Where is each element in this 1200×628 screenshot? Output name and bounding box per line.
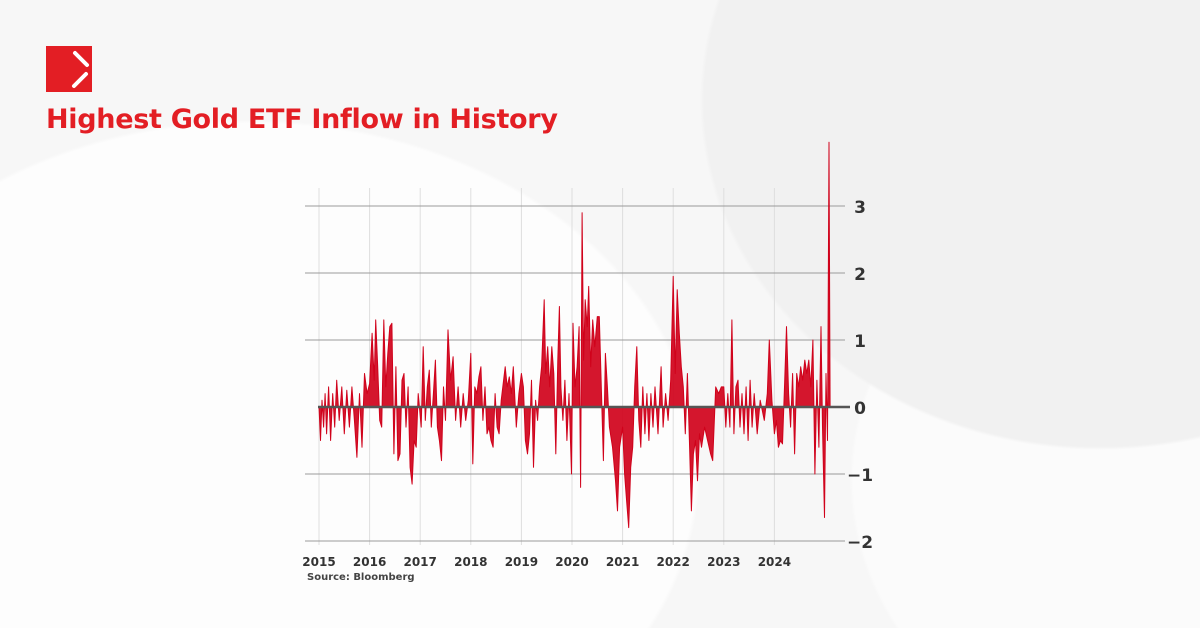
page-title: Highest Gold ETF Inflow in History	[46, 104, 558, 135]
x-tick-label: 2022	[656, 555, 689, 569]
x-tick-label: 2018	[454, 555, 487, 569]
y-tick-label: −2	[847, 533, 873, 553]
x-tick-label: 2017	[403, 555, 436, 569]
brand-logo	[46, 46, 92, 92]
x-tick-label: 2019	[505, 555, 538, 569]
chart-source: Source: Bloomberg	[307, 572, 415, 583]
series-area	[318, 141, 831, 529]
y-tick-label: 0	[854, 399, 866, 419]
x-tick-label: 2023	[707, 555, 740, 569]
y-tick-label: 3	[854, 198, 866, 218]
x-tick-label: 2021	[606, 555, 639, 569]
y-tick-label: −1	[847, 466, 873, 486]
x-tick-label: 2015	[302, 555, 335, 569]
x-tick-label: 2024	[758, 555, 791, 569]
x-tick-label: 2016	[353, 555, 386, 569]
y-tick-label: 1	[854, 332, 866, 352]
x-tick-label: 2020	[555, 555, 588, 569]
y-tick-label: 2	[854, 265, 866, 285]
